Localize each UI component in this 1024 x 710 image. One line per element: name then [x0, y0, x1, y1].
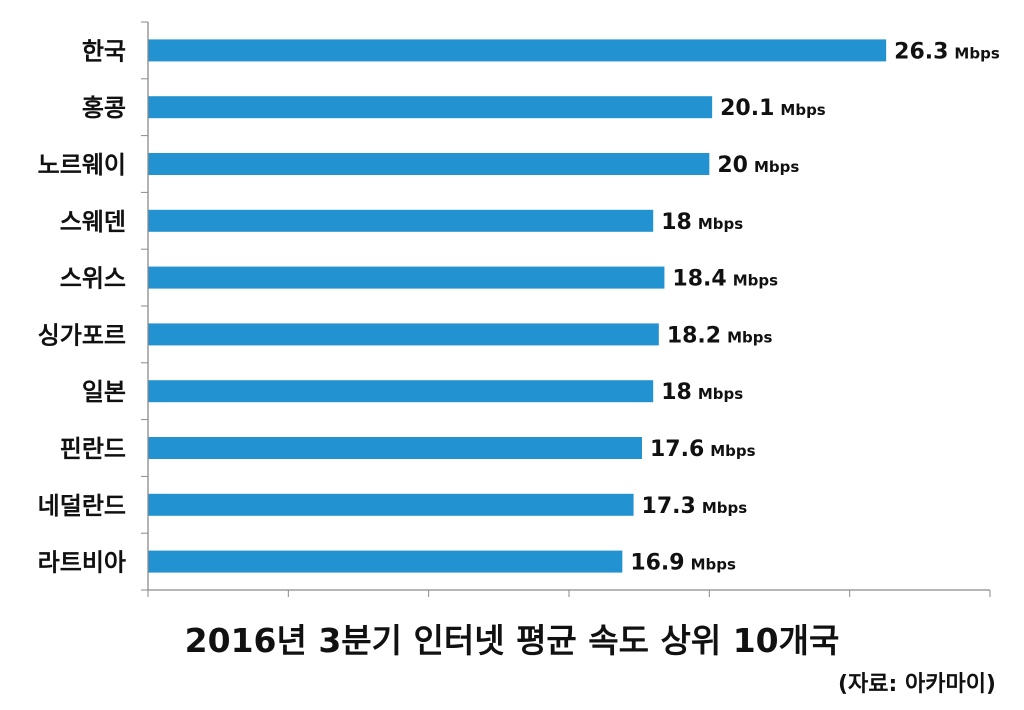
chart-title: 2016년 3분기 인터넷 평균 속도 상위 10개국	[184, 621, 840, 660]
value-label: 26.3	[894, 39, 948, 64]
value-label: 17.6	[650, 437, 704, 462]
unit-label: Mbps	[727, 328, 772, 346]
category-label: 한국	[82, 37, 126, 65]
value-label: 18	[661, 210, 692, 235]
category-label: 핀란드	[60, 435, 126, 463]
bar	[148, 266, 665, 289]
value-label: 18.4	[672, 267, 726, 292]
bar	[148, 323, 659, 346]
value-label: 20.1	[720, 96, 774, 121]
unit-label: Mbps	[702, 499, 747, 517]
category-label: 노르웨이	[38, 151, 126, 179]
unit-label: Mbps	[698, 215, 743, 233]
category-label: 홍콩	[82, 94, 126, 122]
value-label: 18.2	[667, 323, 721, 348]
category-label: 네덜란드	[38, 492, 126, 520]
category-label: 일본	[82, 378, 126, 406]
value-label: 17.3	[642, 494, 696, 519]
unit-label: Mbps	[754, 158, 799, 176]
value-label: 18	[661, 380, 692, 405]
category-label: 스위스	[60, 265, 126, 293]
bar	[148, 39, 887, 62]
unit-label: Mbps	[710, 442, 755, 460]
value-label: 20	[717, 153, 748, 178]
bar	[148, 153, 710, 175]
bar	[148, 493, 634, 516]
value-label: 16.9	[630, 551, 684, 576]
unit-label: Mbps	[954, 44, 999, 62]
unit-label: Mbps	[698, 385, 743, 403]
category-label: 라트비아	[38, 549, 126, 577]
bar	[148, 209, 654, 232]
unit-label: Mbps	[691, 556, 736, 574]
bar	[148, 437, 642, 459]
category-label: 스웨덴	[60, 208, 126, 236]
chart-source: (자료: 아카마이)	[837, 672, 996, 697]
bar	[148, 550, 623, 573]
bar	[148, 380, 654, 403]
unit-label: Mbps	[733, 272, 778, 290]
category-label: 싱가포르	[38, 321, 126, 349]
unit-label: Mbps	[780, 101, 825, 119]
bar	[148, 96, 713, 119]
